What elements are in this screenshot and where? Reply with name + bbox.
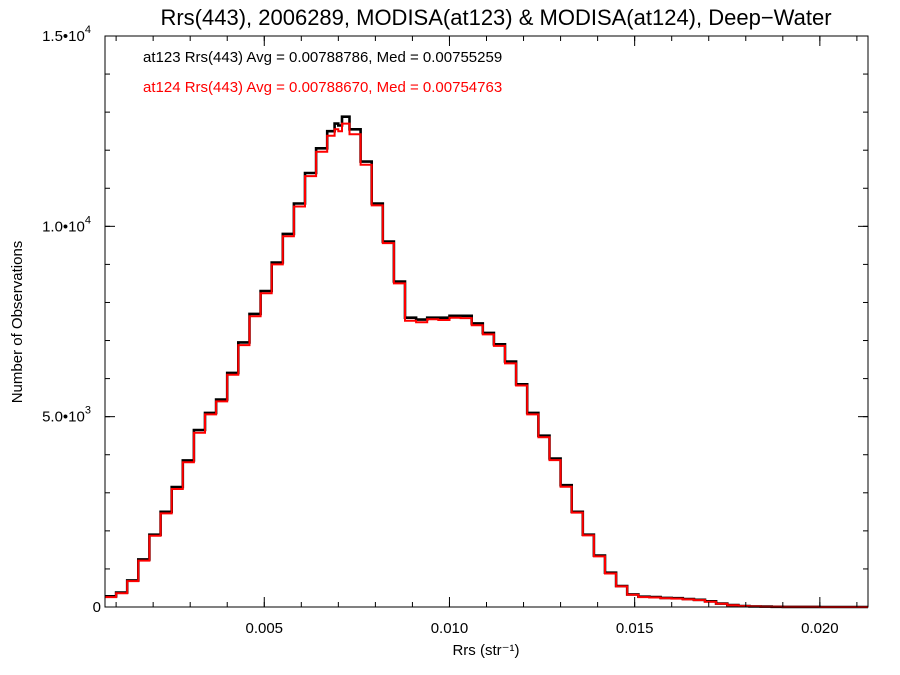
y-tick-label: 5.0•103: [42, 405, 91, 426]
series-layer: [105, 115, 868, 609]
y-tick-label: 0: [93, 599, 101, 616]
y-tick-exponent: 4: [85, 214, 91, 226]
x-tick-label: 0.015: [616, 620, 654, 637]
x-tick-label: 0.010: [431, 620, 469, 637]
annotation-at123: at123 Rrs(443) Avg = 0.00788786, Med = 0…: [143, 49, 502, 66]
chart-title: Rrs(443), 2006289, MODISA(at123) & MODIS…: [160, 5, 831, 30]
x-tick-label: 0.020: [801, 620, 839, 637]
y-tick-label: 1.0•104: [42, 214, 91, 235]
y-tick-exponent: 4: [85, 24, 91, 36]
annotation-at124: at124 Rrs(443) Avg = 0.00788670, Med = 0…: [143, 79, 502, 96]
y-tick-label: 1.5•104: [42, 24, 91, 45]
y-tick-exponent: 3: [85, 405, 91, 417]
plot-frame: [104, 35, 869, 608]
y-axis-label: Number of Observations: [9, 241, 26, 404]
x-tick-label: 0.005: [245, 620, 283, 637]
series-line-at124: [105, 122, 868, 608]
ticks-layer: 0.005 0.010 0.015 0.020 0 5.0•103 1.0•104 1.5•1…: [42, 24, 868, 637]
x-axis-label: Rrs (str⁻¹): [452, 642, 519, 659]
series-line-at123: [105, 115, 868, 609]
